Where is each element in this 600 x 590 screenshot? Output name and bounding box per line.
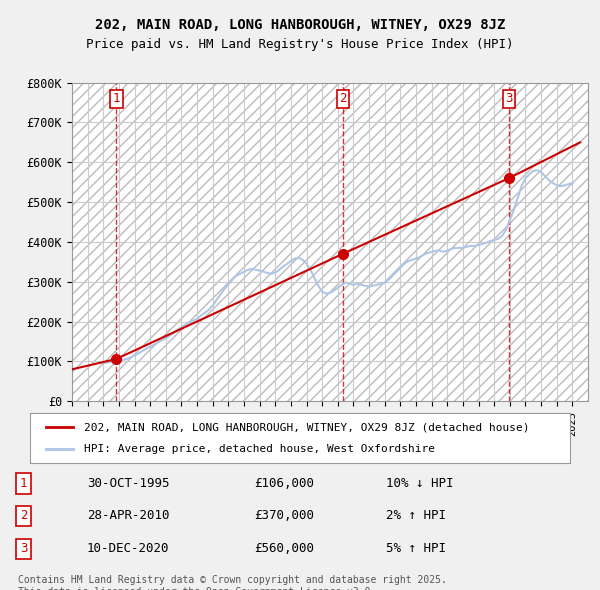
Text: 2% ↑ HPI: 2% ↑ HPI <box>386 509 446 522</box>
Text: HPI: Average price, detached house, West Oxfordshire: HPI: Average price, detached house, West… <box>84 444 435 454</box>
Text: 3: 3 <box>505 92 512 105</box>
Text: 2: 2 <box>339 92 347 105</box>
Text: 1: 1 <box>113 92 120 105</box>
Text: 5% ↑ HPI: 5% ↑ HPI <box>386 542 446 555</box>
Text: £370,000: £370,000 <box>254 509 314 522</box>
Text: 10% ↓ HPI: 10% ↓ HPI <box>386 477 454 490</box>
Text: Contains HM Land Registry data © Crown copyright and database right 2025.
This d: Contains HM Land Registry data © Crown c… <box>18 575 447 590</box>
Text: 30-OCT-1995: 30-OCT-1995 <box>87 477 169 490</box>
Text: 202, MAIN ROAD, LONG HANBOROUGH, WITNEY, OX29 8JZ (detached house): 202, MAIN ROAD, LONG HANBOROUGH, WITNEY,… <box>84 422 530 432</box>
Text: £106,000: £106,000 <box>254 477 314 490</box>
Text: 10-DEC-2020: 10-DEC-2020 <box>87 542 169 555</box>
Text: 202, MAIN ROAD, LONG HANBOROUGH, WITNEY, OX29 8JZ: 202, MAIN ROAD, LONG HANBOROUGH, WITNEY,… <box>95 18 505 32</box>
Text: 1: 1 <box>20 477 27 490</box>
Text: 3: 3 <box>20 542 27 555</box>
Text: £560,000: £560,000 <box>254 542 314 555</box>
Text: 28-APR-2010: 28-APR-2010 <box>87 509 169 522</box>
Text: 2: 2 <box>20 509 27 522</box>
Text: Price paid vs. HM Land Registry's House Price Index (HPI): Price paid vs. HM Land Registry's House … <box>86 38 514 51</box>
